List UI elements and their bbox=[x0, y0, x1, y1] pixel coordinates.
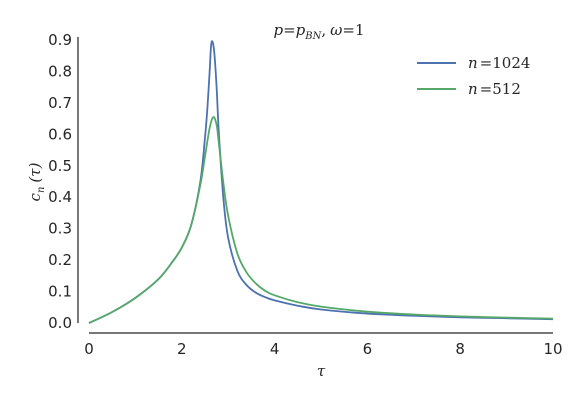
y-tick-label: 0.1 bbox=[48, 283, 72, 301]
series-line-n512 bbox=[88, 116, 554, 324]
title-p2: p bbox=[296, 21, 306, 39]
legend-label-n1024: n =1024 bbox=[468, 54, 530, 72]
title-sep: , bbox=[321, 21, 326, 39]
y-tick-label: 0.6 bbox=[48, 125, 72, 143]
ylabel-arg: (τ) bbox=[26, 162, 44, 182]
title-omega: ω bbox=[330, 21, 342, 39]
y-tick-label: 0.3 bbox=[48, 220, 72, 238]
legend-label-n512: n =512 bbox=[468, 80, 521, 98]
ylabel-c: c bbox=[26, 192, 44, 201]
legend: n =1024 n =512 bbox=[417, 54, 530, 98]
x-tick-label: 2 bbox=[177, 340, 187, 358]
ylabel-sub: n bbox=[36, 187, 47, 193]
x-tick-label: 0 bbox=[84, 340, 94, 358]
legend-n1024-eq: =1024 bbox=[480, 54, 531, 72]
x-tick-label: 6 bbox=[363, 340, 373, 358]
y-tick-label: 0.0 bbox=[48, 314, 72, 332]
x-axis-label: τ bbox=[317, 362, 326, 380]
x-tick-label: 8 bbox=[455, 340, 465, 358]
y-tick-label: 0.8 bbox=[48, 62, 72, 80]
x-tick-label: 10 bbox=[543, 340, 562, 358]
y-tick-label: 0.9 bbox=[48, 31, 72, 49]
title-omega-eq: =1 bbox=[342, 21, 364, 39]
y-ticks: 0.0 0.1 0.2 0.3 0.4 0.5 0.6 0.7 0.8 0.9 bbox=[48, 31, 72, 332]
title-p: p bbox=[273, 21, 283, 39]
x-tick-label: 4 bbox=[270, 340, 280, 358]
y-tick-label: 0.7 bbox=[48, 94, 72, 112]
chart-title: p=pBN, ω=1 bbox=[273, 21, 364, 42]
legend-n512-var: n bbox=[468, 80, 478, 98]
title-sub: BN bbox=[304, 31, 322, 42]
y-tick-label: 0.2 bbox=[48, 251, 72, 269]
legend-n1024-var: n bbox=[468, 54, 478, 72]
title-eq: = bbox=[283, 21, 296, 39]
y-tick-label: 0.5 bbox=[48, 157, 72, 175]
series-lines bbox=[88, 40, 554, 324]
y-axis-label: cn (τ) bbox=[26, 162, 47, 201]
legend-n512-eq: =512 bbox=[480, 80, 521, 98]
y-tick-label: 0.4 bbox=[48, 188, 72, 206]
x-ticks: 0 2 4 6 8 10 bbox=[84, 340, 562, 358]
